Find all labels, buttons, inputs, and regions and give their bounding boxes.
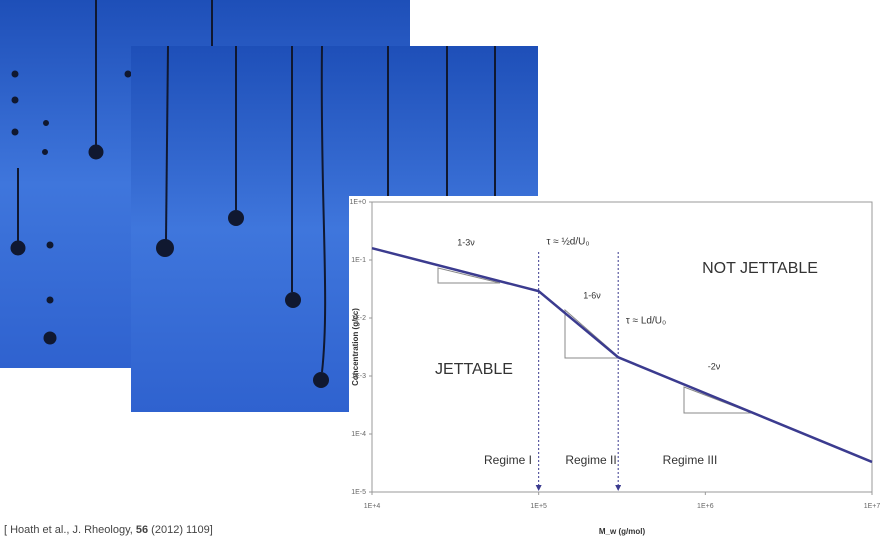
y-tick-label: 1E-4 bbox=[351, 431, 366, 438]
y-tick-label: 1E+0 bbox=[349, 199, 366, 206]
annotation: 1-3ν bbox=[457, 237, 475, 247]
y-tick-label: 1E-5 bbox=[351, 489, 366, 496]
x-tick-label: 1E+7 bbox=[864, 503, 881, 510]
x-tick-label: 1E+5 bbox=[530, 503, 547, 510]
x-tick-label: 1E+6 bbox=[697, 503, 714, 510]
y-tick-label: 1E-2 bbox=[351, 315, 366, 322]
x-axis-label: M_w (g/mol) bbox=[599, 527, 646, 536]
x-tick-label: 1E+4 bbox=[364, 503, 381, 510]
annotation: Regime I bbox=[484, 453, 532, 467]
annotation: Regime II bbox=[565, 453, 616, 467]
caption-volume: 56 bbox=[136, 524, 148, 536]
annotation: 1-6ν bbox=[583, 290, 601, 300]
annotation: τ ≈ ½d/U₀ bbox=[546, 237, 589, 248]
annotation: -2ν bbox=[708, 361, 721, 371]
annotation: τ ≈ Ld/U₀ bbox=[626, 316, 666, 327]
page: Concentration (g/cc) M_w (g/mol) 1-3ν τ … bbox=[0, 0, 886, 539]
chart-panel bbox=[349, 196, 886, 539]
y-tick-label: 1E-3 bbox=[351, 373, 366, 380]
annotation: JETTABLE bbox=[435, 361, 513, 378]
y-tick-label: 1E-1 bbox=[351, 257, 366, 264]
caption-text: (2012) 1109] bbox=[148, 524, 213, 536]
caption-text: [ Hoath et al., J. Rheology, bbox=[4, 524, 136, 536]
annotation: Regime III bbox=[663, 453, 718, 467]
annotation: NOT JETTABLE bbox=[702, 260, 818, 277]
caption: [ Hoath et al., J. Rheology, 56 (2012) 1… bbox=[4, 524, 213, 536]
